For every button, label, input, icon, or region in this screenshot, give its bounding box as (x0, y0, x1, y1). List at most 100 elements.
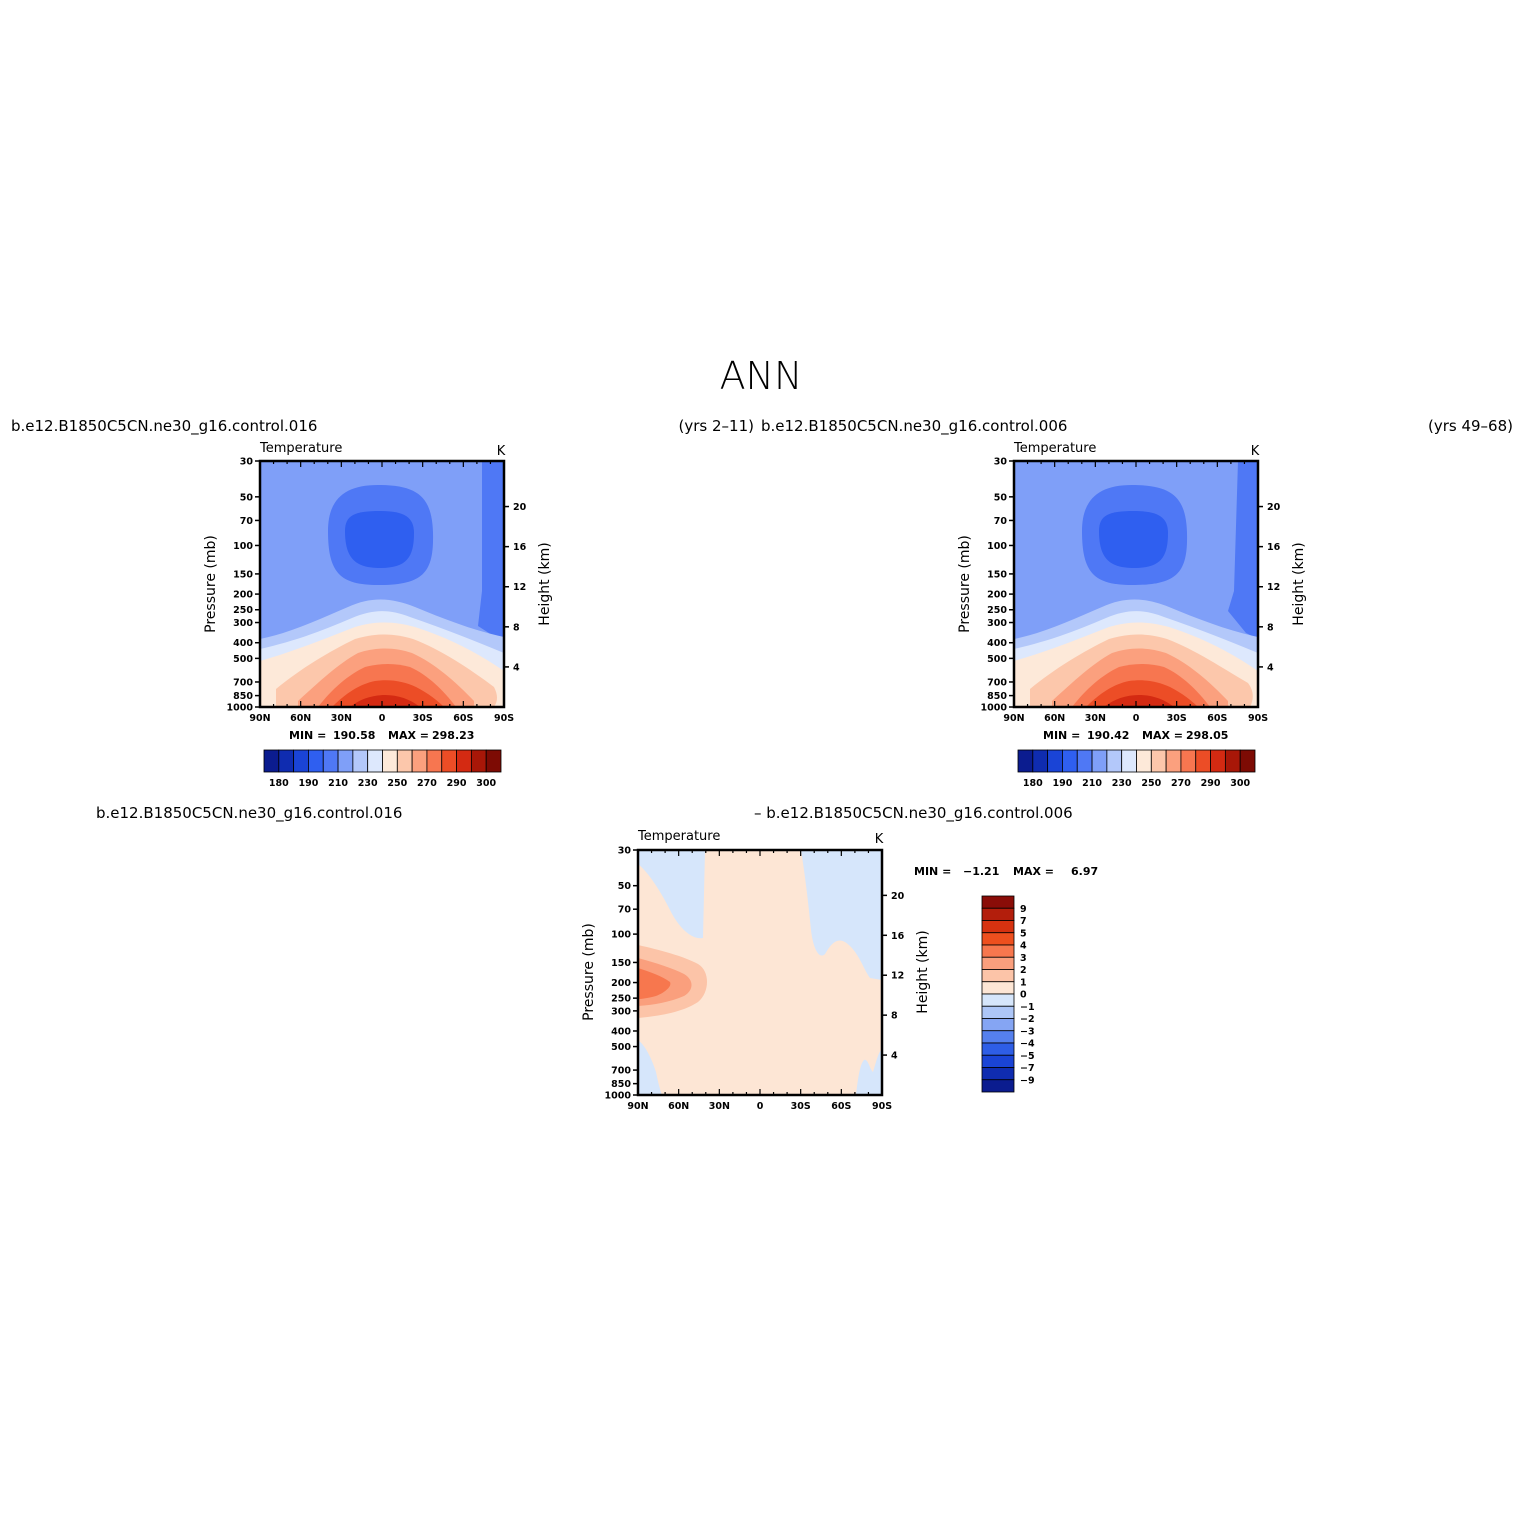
x-tick-label: 60N (668, 1101, 689, 1112)
y-tick-label: 400 (987, 638, 1007, 649)
y-tick-label: 30 (618, 846, 632, 857)
colorbar-box (293, 749, 309, 773)
contour-fill (638, 850, 705, 939)
panel-case2-min-value: 190.42 (1087, 729, 1129, 742)
colorbar-label: 230 (358, 778, 378, 789)
contour-fill (856, 1050, 882, 1095)
y-tick-label: 850 (987, 691, 1007, 702)
panel-case2-title: Temperature (1013, 441, 1096, 456)
panel-case2-units: K (1251, 444, 1260, 459)
y2-tick-label: 12 (513, 582, 526, 593)
y-tick-label: 150 (611, 958, 631, 969)
colorbar-label: 7 (1020, 916, 1027, 927)
colorbar-box (1150, 749, 1167, 773)
y2-tick-label: 12 (891, 971, 904, 982)
y-tick-label: 400 (611, 1026, 631, 1037)
x-tick-label: 90N (249, 713, 270, 724)
y-tick-label: 500 (233, 654, 253, 665)
x-tick-label: 30S (1167, 713, 1187, 724)
colorbar-label: 210 (1082, 778, 1102, 789)
colorbar-box (981, 1030, 1015, 1044)
y-tick-label: 30 (994, 457, 1008, 468)
x-tick-label: 60S (453, 713, 473, 724)
x-tick-label: 60N (1044, 713, 1065, 724)
contour-fill (345, 511, 414, 568)
panel-diff-title: Temperature (637, 829, 720, 844)
y-tick-label: 200 (611, 978, 631, 989)
y-tick-label: 300 (611, 1006, 631, 1017)
panel-case1-contours (260, 461, 504, 707)
top-left-case-label: b.e12.B1850C5CN.ne30_g16.control.016 (11, 417, 317, 436)
colorbar-label: 250 (1141, 778, 1161, 789)
colorbar-label: 5 (1020, 928, 1027, 939)
colorbar-box (1017, 749, 1034, 773)
y2-tick-label: 16 (1267, 542, 1281, 553)
x-tick-label: 30N (1085, 713, 1106, 724)
panel-case1-y2label: Height (km) (537, 542, 553, 625)
x-tick-label: 90S (494, 713, 514, 724)
y2-tick-label: 16 (891, 931, 905, 942)
colorbar-box (1136, 749, 1152, 773)
x-tick-label: 60N (290, 713, 311, 724)
y-tick-label: 250 (987, 605, 1007, 616)
colorbar-box (981, 944, 1015, 958)
y-tick-label: 250 (233, 605, 253, 616)
top-right-case-label: b.e12.B1850C5CN.ne30_g16.control.006 (761, 417, 1067, 436)
x-tick-label: 90S (1248, 713, 1268, 724)
panel-case2-colorbar: 180 190 210 230 250 270 290 300 (1017, 749, 1256, 789)
colorbar-box (1076, 749, 1093, 773)
x-tick-label: 90N (1003, 713, 1024, 724)
y2-tick-label: 4 (513, 662, 520, 673)
colorbar-label: 2 (1020, 965, 1027, 976)
top-left-years-label: (yrs 2–11) (679, 417, 754, 435)
panel-diff-max-label: MAX = (1013, 865, 1054, 878)
y-tick-label: 100 (611, 930, 631, 941)
panel-difference: Temperature K 30507010015020025030040050… (581, 829, 1098, 1112)
colorbar-box (1224, 749, 1241, 773)
colorbar-label: −2 (1020, 1014, 1035, 1025)
colorbar-box (981, 920, 1015, 934)
colorbar-label: 0 (1020, 990, 1027, 1001)
x-tick-label: 90S (872, 1101, 892, 1112)
colorbar-label: 180 (269, 778, 289, 789)
colorbar-box (485, 749, 502, 773)
colorbar-box (308, 749, 324, 773)
colorbar-box (441, 749, 457, 773)
x-tick-label: 30S (791, 1101, 811, 1112)
y2-tick-label: 8 (1267, 622, 1274, 633)
colorbar-box (470, 749, 487, 773)
diff-right-case-label: – b.e12.B1850C5CN.ne30_g16.control.006 (754, 804, 1073, 823)
y-tick-label: 200 (233, 590, 253, 601)
colorbar-box (322, 749, 339, 773)
x-tick-label: 30N (331, 713, 352, 724)
y-tick-label: 700 (987, 677, 1007, 688)
colorbar-label: 1 (1020, 977, 1027, 988)
colorbar-label: 190 (299, 778, 319, 789)
panel-diff-units: K (875, 832, 884, 847)
colorbar-label: 290 (447, 778, 467, 789)
contour-fill (1099, 511, 1168, 568)
colorbar-label: 250 (387, 778, 407, 789)
y-tick-label: 70 (618, 905, 632, 916)
colorbar-box (263, 749, 280, 773)
colorbar-box (981, 981, 1015, 995)
y-tick-label: 100 (987, 541, 1007, 552)
colorbar-box (1195, 749, 1211, 773)
colorbar-label: 190 (1053, 778, 1073, 789)
y-tick-label: 50 (618, 881, 632, 892)
top-right-years-label: (yrs 49–68) (1428, 417, 1513, 435)
y-tick-label: 1000 (605, 1091, 632, 1102)
colorbar-box (367, 749, 383, 773)
y-tick-label: 70 (240, 516, 254, 527)
x-tick-label: 60S (831, 1101, 851, 1112)
panel-case2-min-label: MIN = (1043, 729, 1080, 742)
x-tick-label: 90N (627, 1101, 648, 1112)
x-tick-label: 0 (757, 1101, 764, 1112)
panel-diff-min-label: MIN = (914, 865, 951, 878)
panel-case1-colorbar: 180 190 210 230 250 270 290 300 (263, 749, 502, 789)
y2-tick-label: 20 (1267, 502, 1281, 513)
colorbar-box (981, 1005, 1015, 1019)
